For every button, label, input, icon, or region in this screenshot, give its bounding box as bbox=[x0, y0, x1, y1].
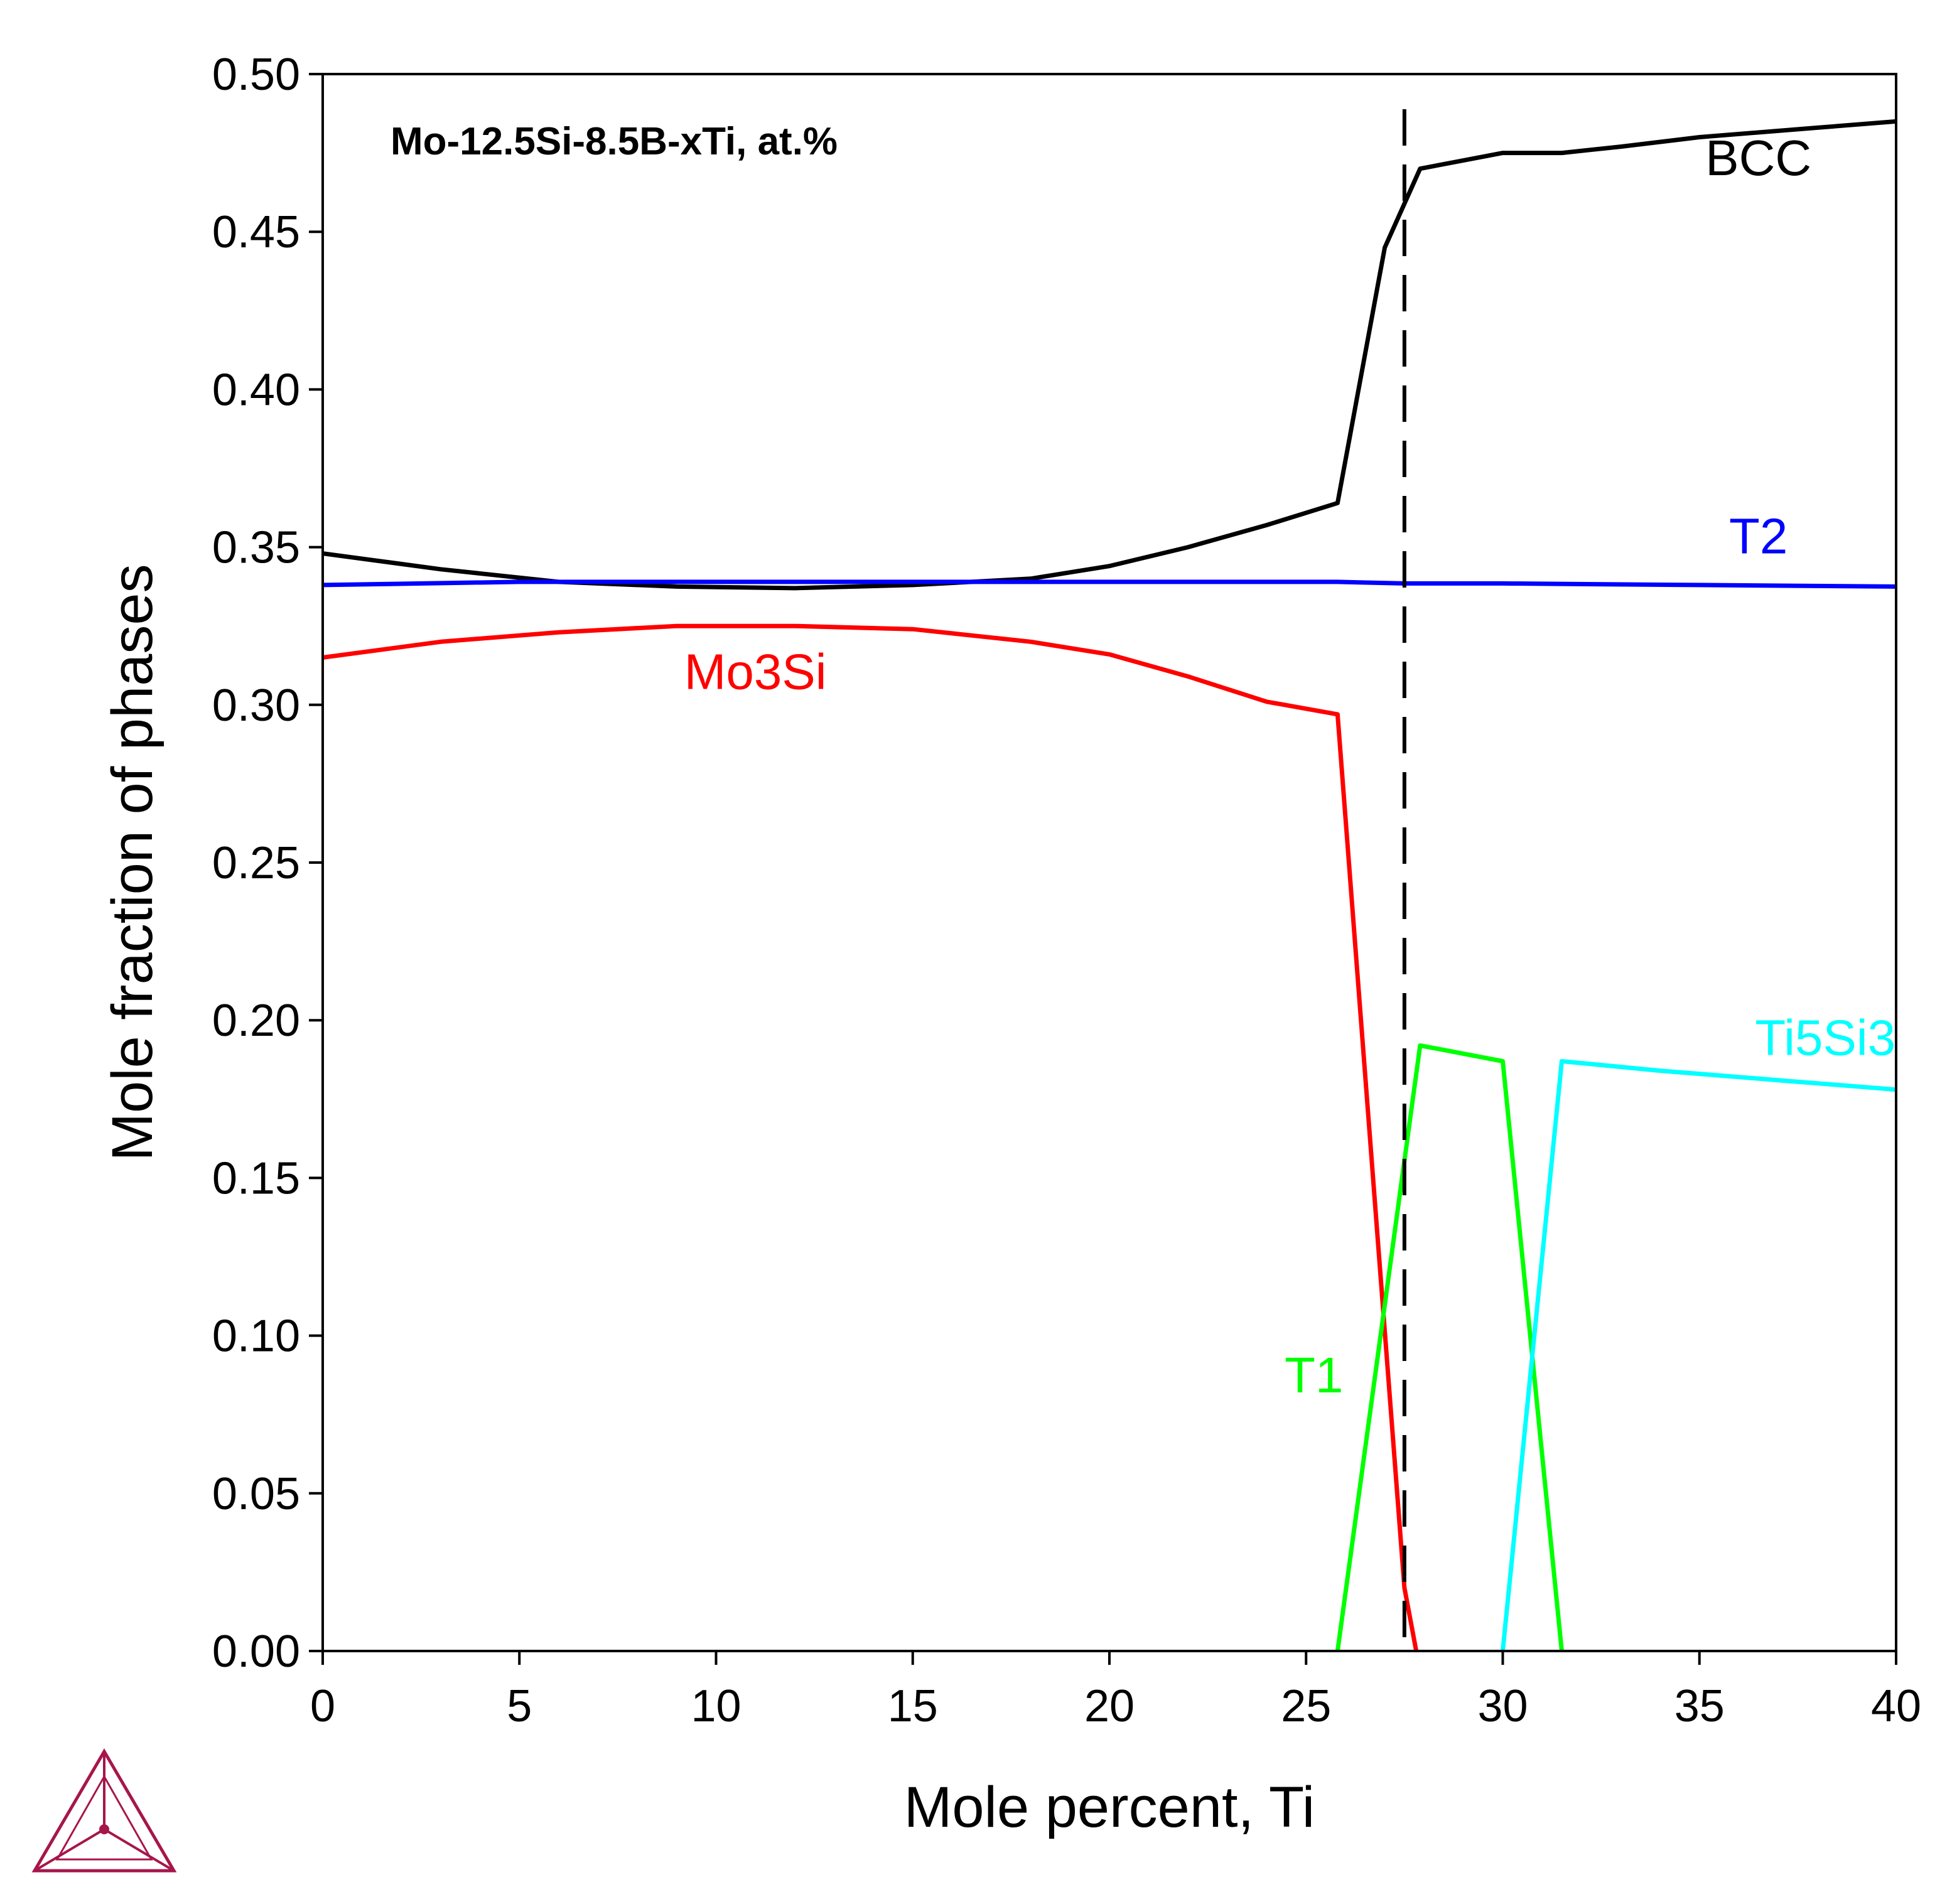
series-label-t2: T2 bbox=[1729, 508, 1787, 564]
x-tick-label: 30 bbox=[1477, 1681, 1528, 1731]
x-tick-label: 40 bbox=[1871, 1681, 1921, 1731]
y-tick-label: 0.40 bbox=[212, 365, 300, 415]
series-label-t1: T1 bbox=[1285, 1347, 1343, 1403]
thermo-calc-logo-icon bbox=[31, 1748, 177, 1873]
series-line-t2 bbox=[323, 579, 1896, 589]
x-tick-label: 5 bbox=[507, 1681, 532, 1731]
y-tick-label: 0.05 bbox=[212, 1469, 300, 1519]
x-axis-title: Mole percent, Ti bbox=[904, 1775, 1315, 1839]
y-tick-label: 0.25 bbox=[212, 838, 300, 888]
y-tick-label: 0.45 bbox=[212, 207, 300, 257]
y-tick-label: 0.50 bbox=[212, 50, 300, 100]
x-tick-label: 10 bbox=[691, 1681, 741, 1731]
series-label-ti5si3: Ti5Si3 bbox=[1755, 1009, 1895, 1065]
x-tick-label: 15 bbox=[888, 1681, 938, 1731]
series-labels: BCC T2 Mo3Si T1 Ti5Si3 bbox=[684, 130, 1895, 1403]
series-label-mo3si: Mo3Si bbox=[684, 644, 827, 700]
chart-title: Mo-12.5Si-8.5B-xTi, at.% bbox=[391, 120, 838, 163]
plot-frame bbox=[321, 73, 1897, 1652]
series-line-bcc bbox=[323, 119, 1896, 591]
series-line-mo3si bbox=[323, 623, 1419, 1651]
x-tick-label: 0 bbox=[310, 1681, 335, 1731]
y-axis-title: Mole fraction of phases bbox=[100, 564, 164, 1161]
series-line-ti5si3 bbox=[1501, 1059, 1896, 1651]
y-axis: 0.00 0.05 0.10 0.15 0.20 0.25 0.30 0.35 0.40 0.45… bbox=[212, 50, 323, 1677]
y-tick-label: 0.20 bbox=[212, 996, 300, 1046]
x-axis: 0 5 10 15 20 25 30 35 40 bbox=[310, 1651, 1921, 1731]
y-tick-label: 0.15 bbox=[212, 1153, 300, 1203]
y-tick-label: 0.35 bbox=[212, 523, 300, 573]
series-label-bcc: BCC bbox=[1705, 130, 1811, 186]
x-tick-label: 25 bbox=[1281, 1681, 1331, 1731]
series-layer bbox=[323, 119, 1896, 1651]
x-tick-label: 35 bbox=[1674, 1681, 1725, 1731]
x-tick-label: 20 bbox=[1084, 1681, 1135, 1731]
y-tick-label: 0.10 bbox=[212, 1311, 300, 1362]
y-tick-label: 0.00 bbox=[212, 1627, 300, 1677]
y-tick-label: 0.30 bbox=[212, 680, 300, 731]
